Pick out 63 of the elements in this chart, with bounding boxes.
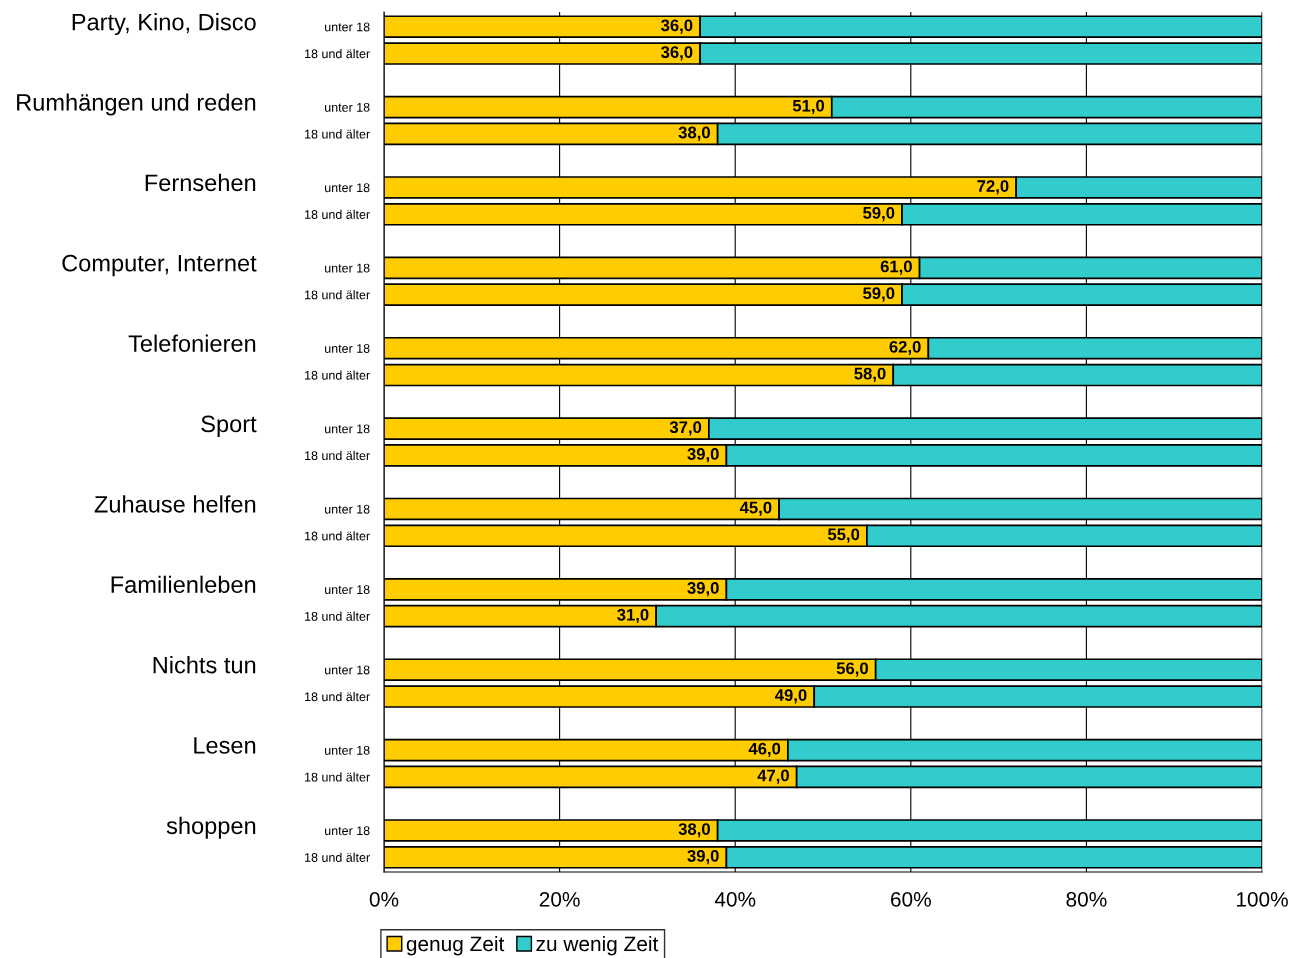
text: Party, Kino, Disco — [72, 13, 256, 36]
y-tick-label: unter 18 — [325, 585, 370, 594]
data-label: 72,0 — [977, 180, 1009, 195]
y-tick-label: 18 und älter — [305, 129, 370, 139]
data-label: 46,0 — [748, 742, 781, 757]
y-tick-label: unter 18 — [325, 344, 370, 353]
y-tick-label: 18 und älter — [305, 531, 370, 541]
y-tick-label: 18 und älter — [305, 370, 370, 380]
data-label: 45,0 — [739, 501, 772, 516]
x-tick-label: 100% — [1236, 891, 1288, 907]
x-tick-label: 40% — [714, 891, 756, 907]
x-tick-label: 20% — [539, 891, 580, 907]
data-label: 49,0 — [775, 689, 807, 704]
y-tick-label: 18 und älter — [305, 691, 370, 702]
data-label: 59,0 — [863, 287, 895, 302]
y-tick-label: unter 18 — [325, 263, 370, 273]
text: Sport — [201, 415, 257, 437]
y-tick-label: 18 und älter — [305, 450, 370, 461]
y-tick-label: unter 18 — [325, 504, 370, 514]
data-label: 59,0 — [863, 206, 895, 222]
x-tick-label: 60% — [891, 891, 931, 907]
data-label: 56,0 — [836, 662, 868, 677]
text: shoppen — [166, 816, 256, 839]
y-tick-label: 18 und älter — [305, 611, 370, 621]
y-tick-label: unter 18 — [325, 745, 370, 755]
x-tick-label: 0% — [369, 891, 399, 907]
legend-label: zu wenig Zeit — [536, 935, 659, 956]
y-tick-label: unter 18 — [325, 183, 370, 193]
data-label: 58,0 — [854, 367, 886, 382]
text: Nichts tun — [153, 656, 256, 674]
data-label: 38,0 — [678, 126, 710, 141]
data-label: 51,0 — [792, 99, 825, 114]
y-tick-label: unter 18 — [325, 424, 370, 434]
y-tick-label: 18 und älter — [305, 49, 370, 59]
data-label: 62,0 — [889, 340, 921, 356]
y-tick-label: 18 und älter — [305, 290, 370, 300]
text: Lesen — [194, 737, 256, 754]
data-label: 47,0 — [757, 769, 789, 784]
data-label: 39,0 — [687, 448, 719, 463]
data-label: 61,0 — [880, 260, 912, 275]
data-label: 37,0 — [669, 421, 702, 436]
y-tick-label: unter 18 — [325, 102, 370, 112]
y-tick-label: unter 18 — [325, 826, 370, 836]
data-label: 39,0 — [687, 849, 719, 865]
data-label: 31,0 — [617, 608, 649, 624]
text: Rumhängen und reden — [17, 93, 256, 116]
data-label: 36,0 — [661, 46, 693, 61]
y-tick-label: 18 und älter — [305, 209, 370, 219]
text: Familienleben — [111, 575, 256, 594]
text: Zuhause helfen — [94, 495, 256, 513]
text: Computer, Internet — [62, 254, 257, 277]
data-label: 55,0 — [827, 528, 860, 543]
text: Fernsehen — [145, 173, 256, 192]
y-tick-label: unter 18 — [325, 665, 370, 675]
data-label: 39,0 — [687, 582, 719, 597]
data-label: 36,0 — [661, 19, 693, 34]
y-tick-label: 18 und älter — [305, 772, 370, 782]
text: Telefonieren — [128, 334, 256, 352]
x-tick-label: 80% — [1066, 891, 1107, 907]
legend-label: genug Zeit — [406, 935, 505, 956]
y-tick-label: unter 18 — [325, 22, 370, 32]
data-label: 38,0 — [678, 823, 710, 838]
y-tick-label: 18 und älter — [305, 852, 370, 862]
